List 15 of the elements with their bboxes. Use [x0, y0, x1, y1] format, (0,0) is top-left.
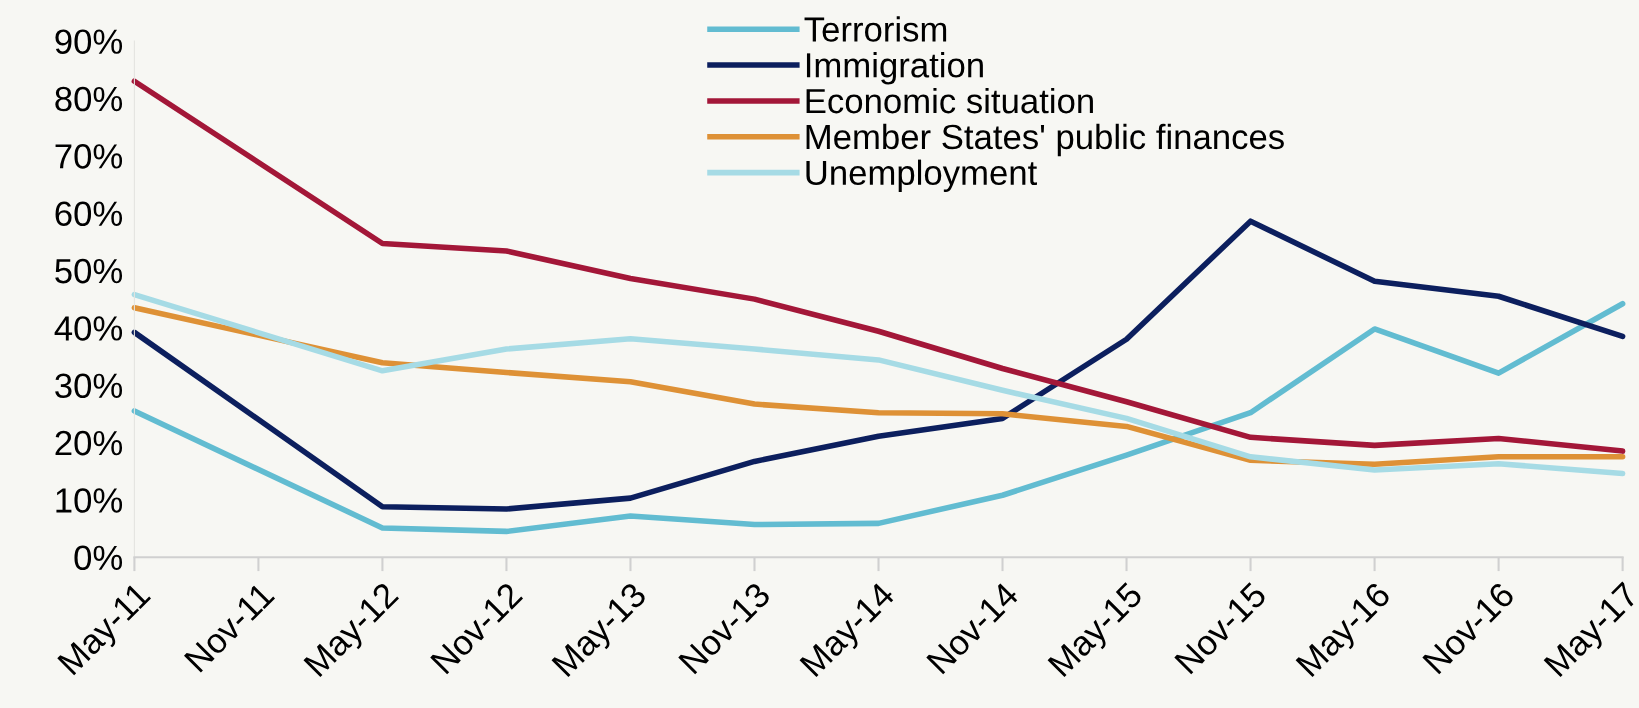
y-tick-label: 70%	[55, 144, 123, 169]
y-tick-label: 10%	[56, 488, 123, 513]
legend-label: Unemployment	[806, 159, 1038, 192]
legend-label: Member States' public finances	[806, 123, 1284, 157]
y-tick-label: 90%	[55, 29, 123, 54]
legend-label: Immigration	[806, 52, 983, 85]
y-tick-label: 0%	[74, 545, 123, 571]
y-tick-label: 50%	[55, 258, 123, 284]
legend-label: Terrorism	[804, 16, 947, 42]
y-tick-label: 20%	[55, 430, 123, 456]
y-tick-label: 40%	[54, 316, 123, 341]
y-tick-label: 60%	[55, 201, 123, 227]
y-tick-label: 80%	[55, 86, 123, 112]
y-tick-label: 30%	[55, 373, 123, 399]
legend-label: Economic situation	[806, 87, 1093, 114]
